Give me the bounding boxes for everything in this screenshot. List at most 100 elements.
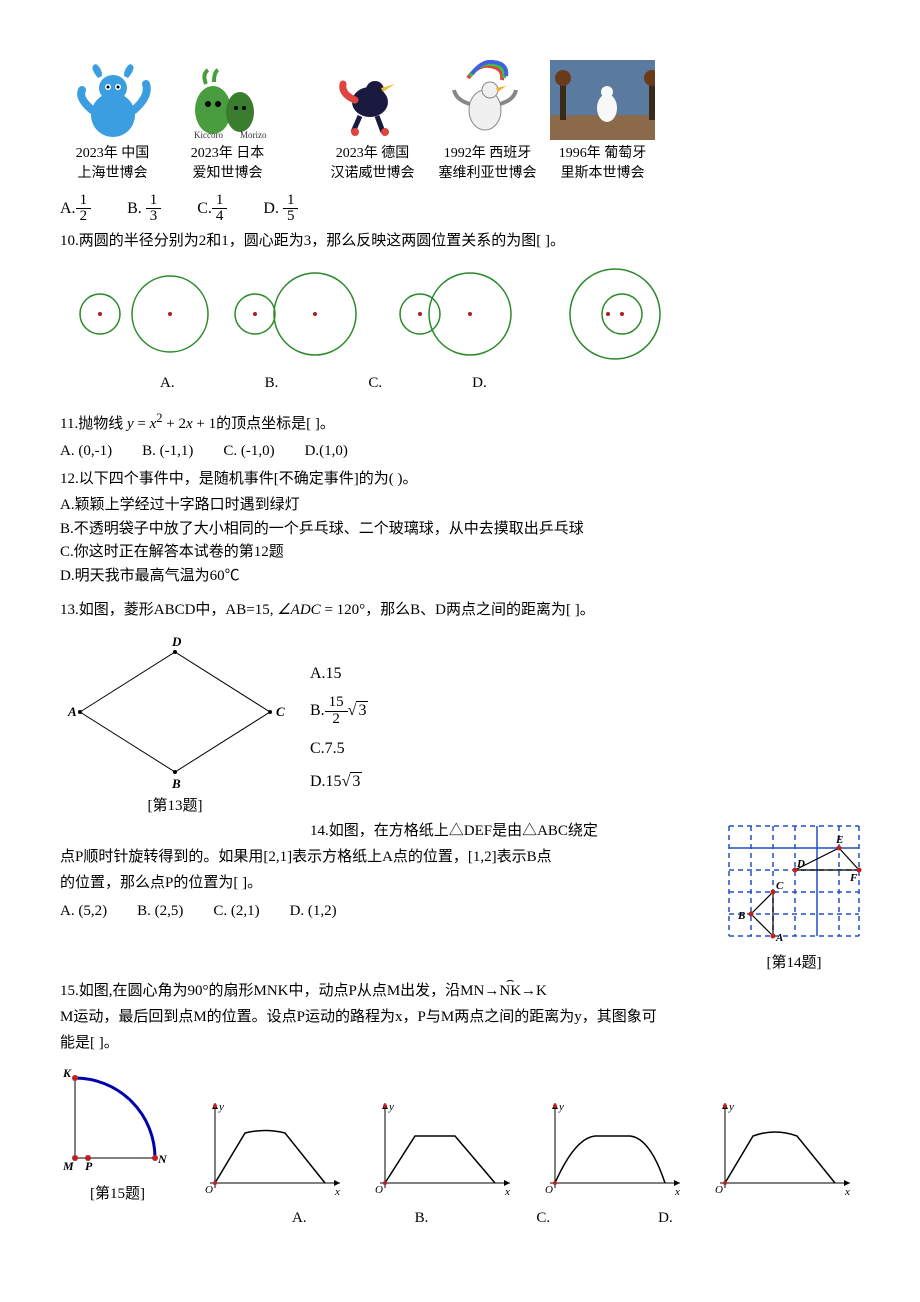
svg-text:F: F [849, 872, 858, 884]
q15-graph-a: O x y [195, 1098, 345, 1206]
svg-text:K: K [62, 1066, 72, 1080]
mascot-expo: 汉诺威世博会 [320, 164, 425, 184]
option-a: A.颖颖上学经过十字路口时遇到绿灯 [60, 495, 870, 517]
svg-text:O: O [715, 1184, 723, 1196]
q10-fig-d [540, 259, 690, 369]
q15-graph-b: Ox y [365, 1098, 515, 1206]
q10-labels: A. B. C. D. [60, 373, 870, 395]
q15-stem2: M运动，最后回到点M的位置。设点P运动的路程为x，P与M两点之间的距离为y，其图… [60, 1007, 870, 1029]
svg-text:x: x [334, 1186, 340, 1198]
option-c: C. (-1,0) [223, 441, 274, 463]
mascot-year: 2023年 日本 [175, 144, 280, 164]
mascot-expo: 爱知世博会 [175, 164, 280, 184]
mascot-1: 2023年 中国 上海世博会 [60, 60, 165, 185]
svg-text:y: y [558, 1101, 564, 1113]
q14-figure: A B C D E F [第14题] [724, 821, 864, 975]
mascot-year: 2023年 德国 [320, 144, 425, 164]
option-b: B. (-1,1) [142, 441, 193, 463]
svg-text:A: A [67, 704, 77, 719]
mascot-row: 2023年 中国 上海世博会 KiccoroMorizo 2023年 日本 爱知… [60, 60, 870, 185]
option-c: C.你这时正在解答本试卷的第12题 [60, 542, 870, 564]
q12-options: A.颖颖上学经过十字路口时遇到绿灯 B.不透明袋子中放了大小相同的一个乒乓球、二… [60, 495, 870, 588]
mascot-2: KiccoroMorizo 2023年 日本 爱知世博会 [175, 60, 280, 185]
mascot-icon [68, 60, 158, 140]
label-d: D. [472, 373, 487, 395]
svg-text:x: x [844, 1186, 850, 1198]
q15-figures: K M P N [第15题] O x y Ox y [60, 1063, 870, 1207]
svg-text:M: M [62, 1159, 74, 1173]
label-b: B. [265, 373, 279, 395]
mascot-year: 1996年 葡萄牙 [550, 144, 655, 164]
q9-options: A.12 B. 13 C.14 D. 15 [60, 193, 870, 226]
svg-text:D: D [171, 634, 182, 649]
option-c: C. (2,1) [213, 901, 259, 923]
option-a: A. (5,2) [60, 901, 107, 923]
svg-text:C: C [276, 704, 285, 719]
q15-stem1: 15.如图,在圆心角为90°的扇形MNK中，动点P从点M出发，沿MN→NK→K [60, 981, 870, 1003]
q10-figures [60, 259, 870, 369]
label-d: D. [658, 1208, 673, 1230]
q15-labels: A. B. C. D. [60, 1208, 870, 1230]
q13-caption: [第13题] [148, 796, 203, 818]
svg-text:y: y [218, 1101, 224, 1113]
option-b: B.1523 [310, 695, 368, 728]
option-b: B. (2,5) [137, 901, 183, 923]
mascot-icon [440, 60, 535, 140]
svg-text:B: B [737, 910, 745, 922]
option-a: A.12 [60, 193, 91, 226]
q11-options: A. (0,-1) B. (-1,1) C. (-1,0) D.(1,0) [60, 441, 870, 463]
q15-caption: [第15题] [60, 1184, 175, 1206]
option-d: D. 15 [263, 193, 298, 226]
q12-stem: 12.以下四个事件中，是随机事件[不确定事件]的为( )。 [60, 469, 870, 491]
option-a: A.15 [310, 662, 368, 685]
svg-text:A: A [775, 932, 783, 941]
label-c: C. [368, 373, 382, 395]
label-c: C. [536, 1208, 550, 1230]
mascot-4: 1992年 西班牙 塞维利亚世博会 [435, 60, 540, 185]
q13-stem: 13.如图，菱形ABCD中，AB=15, ∠ADC = 120°，那么B、D两点… [60, 600, 870, 622]
svg-text:O: O [545, 1184, 553, 1196]
svg-text:y: y [388, 1101, 394, 1113]
mascot-icon [550, 60, 655, 140]
option-b: B.不透明袋子中放了大小相同的一个乒乓球、二个玻璃球，从中去摸取出乒乓球 [60, 519, 870, 541]
svg-text:Kiccoro: Kiccoro [194, 130, 223, 140]
q15-sector: K M P N [第15题] [60, 1063, 175, 1207]
q10-stem: 10.两圆的半径分别为2和1，圆心距为3，那么反映这两圆位置关系的为图[ ]。 [60, 231, 870, 253]
svg-text:O: O [205, 1184, 213, 1196]
option-d: D.153 [310, 770, 368, 793]
mascot-expo: 里斯本世博会 [550, 164, 655, 184]
option-d: D.(1,0) [305, 441, 348, 463]
svg-text:P: P [85, 1159, 93, 1173]
mascot-3: 2023年 德国 汉诺威世博会 [320, 60, 425, 185]
svg-text:D: D [796, 858, 805, 870]
q15-graph-c: Ox y [535, 1098, 685, 1206]
q15-graph-d: Oxy [705, 1098, 855, 1206]
label-a: A. [292, 1208, 307, 1230]
svg-text:C: C [776, 880, 784, 892]
mascot-expo: 塞维利亚世博会 [435, 164, 540, 184]
svg-text:E: E [835, 834, 843, 846]
mascot-year: 2023年 中国 [60, 144, 165, 164]
option-c: C.14 [197, 193, 227, 226]
label-b: B. [415, 1208, 429, 1230]
mascot-icon [325, 60, 420, 140]
mascot-icon: KiccoroMorizo [178, 60, 278, 140]
mascot-5: 1996年 葡萄牙 里斯本世博会 [550, 60, 655, 185]
option-d: D.明天我市最高气温为60℃ [60, 566, 870, 588]
q10-fig-a [60, 259, 210, 369]
option-b: B. 13 [127, 193, 161, 226]
svg-text:O: O [375, 1184, 383, 1196]
option-a: A. (0,-1) [60, 441, 112, 463]
svg-text:x: x [504, 1186, 510, 1198]
label-a: A. [160, 373, 175, 395]
svg-text:x: x [674, 1186, 680, 1198]
mascot-expo: 上海世博会 [60, 164, 165, 184]
q10-fig-c [380, 259, 530, 369]
q13-options: A.15 B.1523 C.7.5 D.153 [310, 632, 368, 794]
q13-figure: A D C B [第13题] [60, 632, 290, 818]
q14-caption: [第14题] [724, 953, 864, 975]
mascot-year: 1992年 西班牙 [435, 144, 540, 164]
svg-text:N: N [157, 1152, 168, 1166]
option-c: C.7.5 [310, 737, 368, 760]
q11-stem: 11.抛物线 y = x2 + 2x + 1的顶点坐标是[ ]。 [60, 409, 870, 436]
